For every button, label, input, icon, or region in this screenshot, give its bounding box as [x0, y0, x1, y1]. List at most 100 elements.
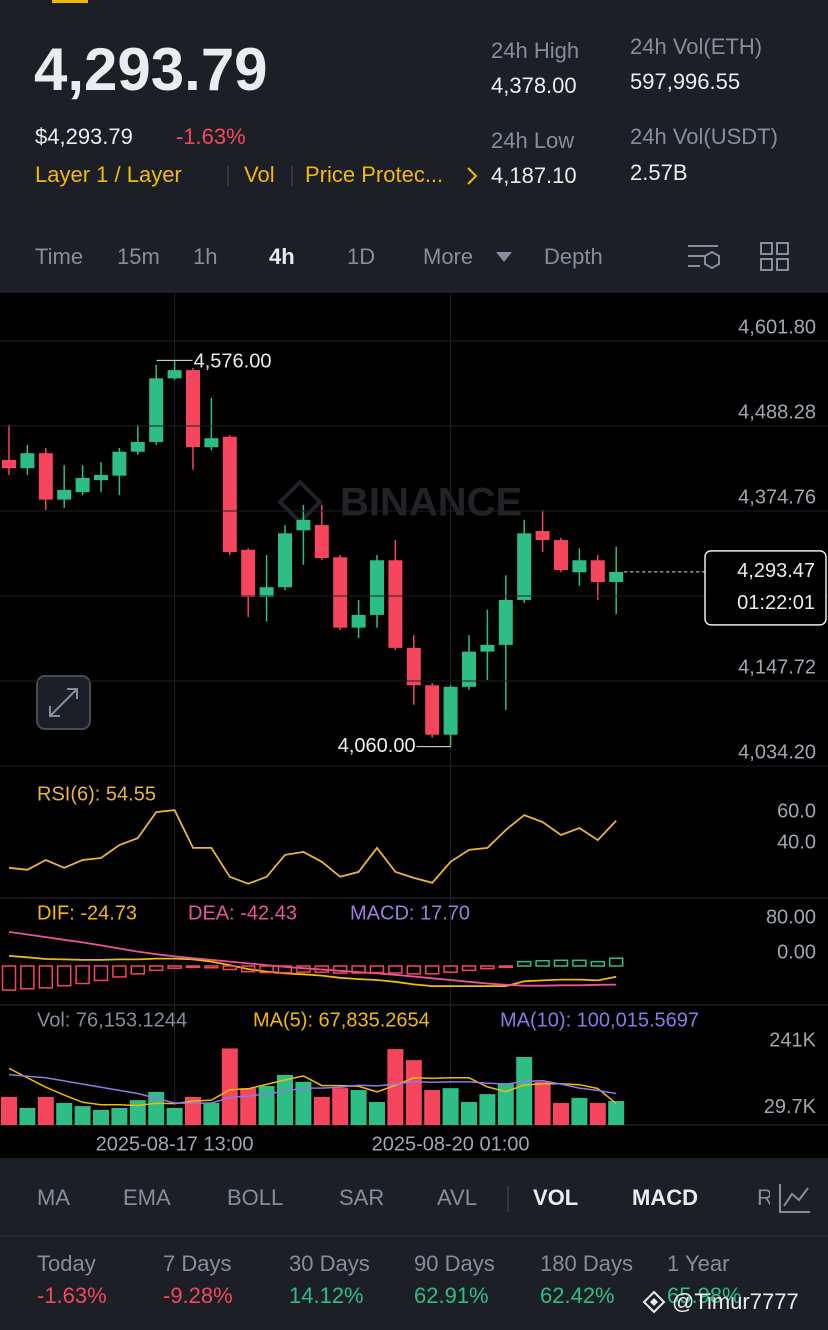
performance-value: 65.98%: [667, 1283, 742, 1308]
stat-value: 4,187.10: [491, 163, 577, 188]
legend-entry: RSI(6): 54.55: [37, 783, 156, 805]
volume-ma-line: [8, 1073, 617, 1105]
macd-histogram-bar: [388, 965, 403, 974]
volume-bar: [553, 1102, 569, 1125]
candle-body: [130, 441, 145, 452]
legend-entry: MA(10): 100,015.5697: [500, 1009, 699, 1031]
legend-entry: MACD: 17.70: [350, 902, 470, 924]
macd-histogram-bar: [314, 965, 330, 973]
legend-entry: DIF: -24.73: [37, 902, 137, 924]
candle-body: [2, 459, 16, 469]
candle-body: [38, 453, 53, 500]
indicator-tab[interactable]: R: [757, 1185, 773, 1210]
legend-entry: Vol: 76,153.1244: [37, 1009, 187, 1031]
chevron[interactable]: [467, 167, 478, 185]
price-change: -1.63%: [176, 124, 246, 149]
stat-label: 24h High: [491, 38, 579, 63]
rsi-line: [8, 809, 617, 885]
performance-value: -1.63%: [37, 1283, 107, 1308]
candle-body: [149, 378, 164, 442]
y-tick-label: 4,374.76: [738, 486, 816, 508]
macd-histogram-bar: [553, 959, 569, 967]
macd-histogram-bar: [75, 965, 90, 985]
watermark-text: BINANCE: [340, 481, 522, 525]
performance-value: 62.42%: [540, 1283, 615, 1308]
candle-body: [480, 644, 495, 652]
candle-body: [351, 614, 366, 628]
indicator-settings-icon[interactable]: [770, 1180, 820, 1220]
indicator-tab[interactable]: BOLL: [227, 1185, 283, 1210]
volume-bar: [369, 1102, 385, 1125]
candle-body: [204, 438, 219, 448]
timeframe-tab[interactable]: More: [423, 244, 473, 269]
legend-entry: DEA: -42.43: [188, 902, 297, 924]
indicator-tab[interactable]: AVL: [437, 1185, 477, 1210]
candle-body: [57, 489, 72, 500]
high-label: 4,576.00: [194, 351, 272, 373]
candle-body: [517, 533, 532, 600]
candle-body: [498, 599, 513, 645]
candle-body: [388, 560, 403, 648]
volume-bar: [589, 1102, 606, 1125]
candle-body: [572, 560, 587, 573]
volume-bar: [240, 1088, 257, 1125]
settings-icon[interactable]: [688, 245, 720, 270]
indicator-tab[interactable]: VOL: [533, 1185, 578, 1210]
timeframe-tab[interactable]: Time: [35, 244, 83, 269]
indicator-tab[interactable]: SAR: [339, 1185, 384, 1210]
volume-bar: [111, 1107, 128, 1125]
macd-histogram-bar: [259, 965, 274, 974]
candle-body: [259, 587, 274, 597]
countdown: 01:22:01: [737, 592, 815, 614]
performance-label: 30 Days: [289, 1251, 370, 1276]
volume-bar: [221, 1048, 238, 1125]
volume-bar: [19, 1107, 36, 1125]
last-price-label: 4,293.47: [737, 560, 815, 582]
macd-histogram-bar: [590, 960, 606, 967]
indicator-tab[interactable]: EMA: [123, 1185, 171, 1210]
candle-body: [370, 560, 384, 615]
macd-histogram-bar: [480, 965, 495, 970]
candle-body: [296, 519, 311, 531]
candle-body: [425, 685, 440, 735]
macd-histogram-bar: [130, 965, 146, 975]
layout-icon[interactable]: [760, 242, 789, 271]
y-tick-label: 60.0: [777, 800, 816, 822]
indicator-tab[interactable]: MA: [37, 1185, 70, 1210]
y-tick-label: 4,147.72: [738, 656, 816, 678]
macd-histogram-bar: [535, 960, 550, 967]
candle-body: [443, 686, 458, 735]
candle-body: [278, 533, 292, 588]
indicator-tab[interactable]: MACD: [632, 1185, 698, 1210]
performance-value: 14.12%: [289, 1283, 364, 1308]
tag[interactable]: Price Protec...: [305, 162, 443, 187]
volume-bar: [350, 1090, 367, 1125]
volume-bar: [277, 1074, 293, 1125]
watermark-logo: BINANCE: [277, 479, 522, 525]
low-label: 4,060.00: [338, 735, 416, 757]
macd-histogram-bar: [369, 965, 385, 974]
volume-bar: [571, 1097, 588, 1125]
stat-value: 4,378.00: [491, 73, 577, 98]
tag[interactable]: Vol: [244, 162, 275, 187]
timeframe-tab[interactable]: Depth: [544, 244, 603, 269]
timeframe-tab[interactable]: 4h: [269, 244, 295, 269]
macd-line: [8, 955, 617, 987]
volume-bar: [534, 1081, 551, 1125]
tag[interactable]: Layer 1 / Layer: [35, 162, 182, 187]
volume-bar: [166, 1107, 183, 1125]
header-bg: [0, 0, 828, 292]
macd-histogram-bar: [406, 965, 422, 975]
timeframe-tab[interactable]: 15m: [117, 244, 160, 269]
volume-bar: [56, 1102, 73, 1125]
volume-bar: [93, 1109, 109, 1125]
performance-label: 7 Days: [163, 1251, 231, 1276]
y-tick-label: 80.00: [766, 906, 816, 928]
macd-histogram-bar: [185, 965, 201, 969]
timeframe-tab[interactable]: 1h: [193, 244, 217, 269]
stat-label: 24h Vol(USDT): [630, 124, 778, 149]
expand-button[interactable]: [36, 675, 91, 730]
macd-histogram-bar: [1, 965, 17, 991]
timeframe-tab[interactable]: 1D: [347, 244, 375, 269]
